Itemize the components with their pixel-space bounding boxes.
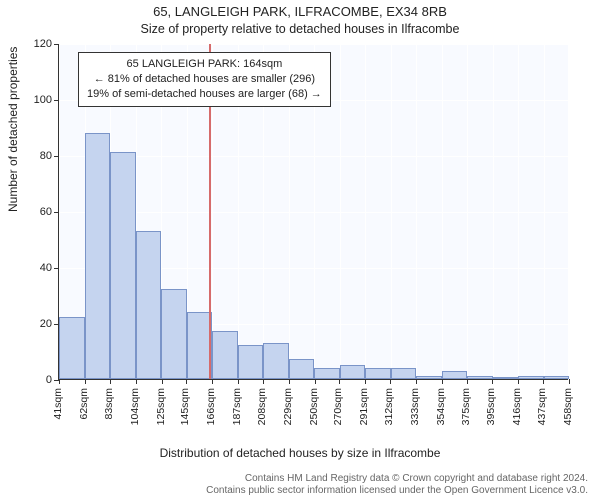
vgridline (493, 44, 494, 379)
histogram-bar (365, 368, 391, 379)
chart-subtitle: Size of property relative to detached ho… (0, 22, 600, 36)
x-tick-mark (85, 379, 86, 384)
x-axis-label: Distribution of detached houses by size … (0, 446, 600, 460)
histogram-bar (340, 365, 366, 379)
x-tick-mark (110, 379, 111, 384)
x-tick-label: 229sqm (282, 388, 294, 425)
y-tick-label: 20 (22, 318, 52, 330)
vgridline (544, 44, 545, 379)
histogram-bar (289, 359, 315, 379)
vgridline (340, 44, 341, 379)
histogram-bar (85, 133, 111, 379)
histogram-bar (416, 376, 442, 379)
x-tick-mark (569, 379, 570, 384)
x-tick-mark (315, 379, 316, 384)
x-tick-label: 104sqm (129, 388, 141, 425)
x-tick-mark (263, 379, 264, 384)
histogram-bar (238, 345, 264, 379)
x-tick-mark (390, 379, 391, 384)
x-tick-label: 437sqm (536, 388, 548, 425)
x-tick-label: 208sqm (256, 388, 268, 425)
histogram-bar (263, 343, 289, 379)
x-tick-label: 354sqm (435, 388, 447, 425)
x-tick-mark (416, 379, 417, 384)
y-axis-label: Number of detached properties (6, 47, 20, 212)
annotation-box: 65 LANGLEIGH PARK: 164sqm← 81% of detach… (78, 52, 331, 107)
histogram-bar (467, 376, 493, 379)
annotation-line: ← 81% of detached houses are smaller (29… (87, 72, 322, 87)
vgridline (467, 44, 468, 379)
x-tick-label: 333sqm (409, 388, 421, 425)
histogram-bar (518, 376, 544, 379)
histogram-bar (442, 371, 468, 379)
x-tick-mark (289, 379, 290, 384)
histogram-bar (314, 368, 340, 379)
histogram-bar (161, 289, 187, 379)
x-tick-mark (238, 379, 239, 384)
vgridline (365, 44, 366, 379)
x-tick-mark (492, 379, 493, 384)
histogram-bar (187, 312, 213, 379)
histogram-bar (544, 376, 570, 379)
x-tick-mark (365, 379, 366, 384)
x-tick-mark (442, 379, 443, 384)
x-tick-label: 166sqm (205, 388, 217, 425)
vgridline (442, 44, 443, 379)
y-tick-label: 40 (22, 262, 52, 274)
x-tick-mark (339, 379, 340, 384)
footer-line: Contains HM Land Registry data © Crown c… (206, 473, 588, 484)
x-tick-label: 125sqm (155, 388, 167, 425)
x-tick-mark (543, 379, 544, 384)
x-tick-mark (186, 379, 187, 384)
vgridline (569, 44, 570, 379)
x-tick-mark (162, 379, 163, 384)
x-tick-label: 145sqm (179, 388, 191, 425)
x-tick-mark (467, 379, 468, 384)
x-tick-label: 41sqm (52, 388, 64, 420)
x-tick-label: 375sqm (460, 388, 472, 425)
histogram-bar (136, 231, 162, 379)
x-tick-mark (59, 379, 60, 384)
histogram-bar (59, 317, 85, 379)
footer-line: Contains public sector information licen… (206, 485, 588, 496)
x-tick-label: 312sqm (383, 388, 395, 425)
histogram-bar (110, 152, 136, 379)
x-tick-mark (518, 379, 519, 384)
y-tick-label: 0 (22, 374, 52, 386)
vgridline (518, 44, 519, 379)
vgridline (416, 44, 417, 379)
vgridline (391, 44, 392, 379)
chart-title: 65, LANGLEIGH PARK, ILFRACOMBE, EX34 8RB (0, 4, 600, 19)
x-tick-label: 458sqm (562, 388, 574, 425)
x-tick-label: 83sqm (103, 388, 115, 420)
x-tick-label: 187sqm (231, 388, 243, 425)
x-tick-label: 416sqm (511, 388, 523, 425)
histogram-bar (493, 377, 519, 379)
y-tick-label: 80 (22, 150, 52, 162)
x-tick-label: 62sqm (78, 388, 90, 420)
x-tick-mark (136, 379, 137, 384)
annotation-line: 19% of semi-detached houses are larger (… (87, 87, 322, 102)
annotation-line: 65 LANGLEIGH PARK: 164sqm (87, 57, 322, 72)
histogram-bar (212, 331, 238, 379)
x-tick-label: 395sqm (485, 388, 497, 425)
footer: Contains HM Land Registry data © Crown c… (206, 472, 588, 496)
x-tick-label: 250sqm (308, 388, 320, 425)
y-tick-label: 120 (22, 38, 52, 50)
y-tick-label: 60 (22, 206, 52, 218)
x-tick-label: 270sqm (332, 388, 344, 425)
x-tick-mark (212, 379, 213, 384)
y-tick-label: 100 (22, 94, 52, 106)
histogram-bar (391, 368, 417, 379)
x-tick-label: 291sqm (358, 388, 370, 425)
chart-container: 65, LANGLEIGH PARK, ILFRACOMBE, EX34 8RB… (0, 0, 600, 500)
